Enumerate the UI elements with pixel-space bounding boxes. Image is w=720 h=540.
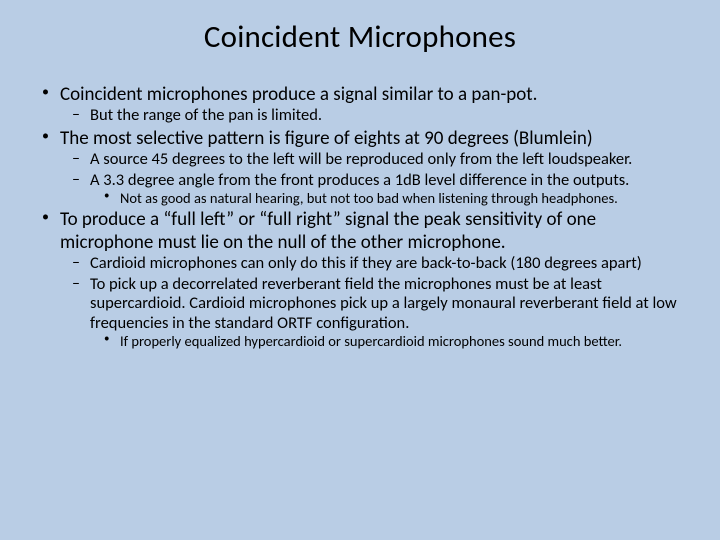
slide: Coincident Microphones Coincident microp…	[0, 0, 720, 540]
bullet-2-1: A source 45 degrees to the left will be …	[60, 150, 688, 169]
bullet-2-2-text: A 3.3 degree angle from the front produc…	[90, 170, 629, 190]
bullet-3-sub: Cardioid microphones can only do this if…	[60, 254, 688, 350]
bullet-3: To produce a “full left” or “full right”…	[32, 209, 688, 350]
bullet-3-2-text: To pick up a decorrelated reverberant fi…	[90, 274, 677, 333]
bullet-3-2-1: If properly equalized hypercardioid or s…	[90, 333, 688, 350]
bullet-2-2: A 3.3 degree angle from the front produc…	[60, 171, 688, 208]
bullet-1-text: Coincident microphones produce a signal …	[60, 83, 537, 106]
bullet-2-2-1: Not as good as natural hearing, but not …	[90, 190, 688, 207]
bullet-2: The most selective pattern is figure of …	[32, 128, 688, 207]
bullet-2-sub: A source 45 degrees to the left will be …	[60, 150, 688, 207]
bullet-1-sub: But the range of the pan is limited.	[60, 106, 688, 125]
bullet-1-1: But the range of the pan is limited.	[60, 106, 688, 125]
bullet-3-text: To produce a “full left” or “full right”…	[60, 208, 596, 253]
bullet-1: Coincident microphones produce a signal …	[32, 84, 688, 126]
bullet-3-2: To pick up a decorrelated reverberant fi…	[60, 275, 688, 351]
bullet-3-1: Cardioid microphones can only do this if…	[60, 254, 688, 273]
slide-title: Coincident Microphones	[32, 18, 688, 56]
bullet-2-2-sub: Not as good as natural hearing, but not …	[90, 190, 688, 207]
bullet-3-2-sub: If properly equalized hypercardioid or s…	[90, 333, 688, 350]
bullet-list: Coincident microphones produce a signal …	[32, 84, 688, 350]
bullet-2-text: The most selective pattern is figure of …	[60, 127, 593, 150]
